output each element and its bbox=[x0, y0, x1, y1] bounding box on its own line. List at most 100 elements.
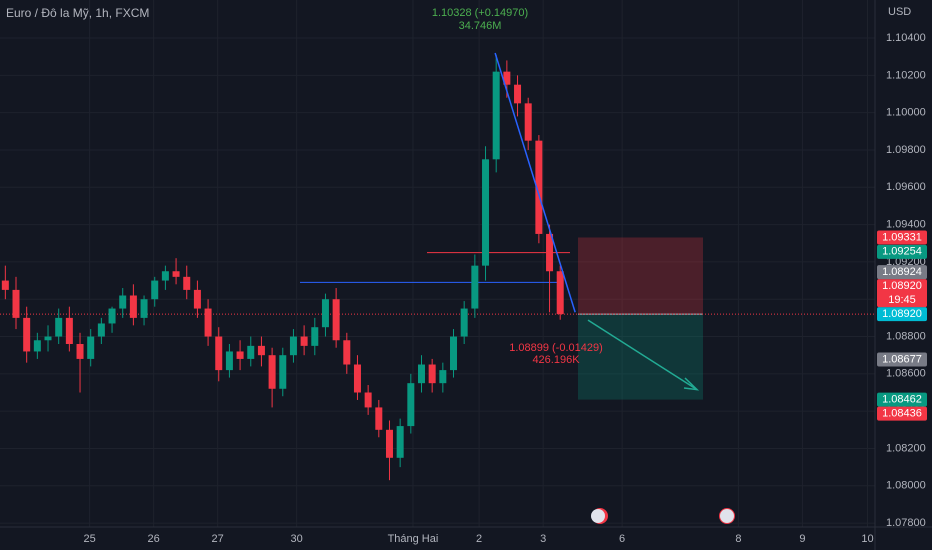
x-tick-label: 6 bbox=[619, 533, 625, 545]
y-tick-label: 1.10000 bbox=[886, 107, 926, 119]
candle-body bbox=[289, 336, 297, 356]
y-tick-label: 1.08800 bbox=[886, 330, 926, 342]
countdown: 19:45 bbox=[888, 294, 916, 306]
candle-body bbox=[353, 364, 361, 393]
x-tick-label: 27 bbox=[212, 533, 224, 545]
candle-body bbox=[311, 327, 319, 346]
candle-body bbox=[97, 323, 105, 337]
candle-body bbox=[236, 351, 244, 359]
candle-body bbox=[12, 289, 20, 318]
price-label bbox=[877, 279, 927, 308]
candle-body bbox=[172, 271, 180, 277]
price-label-text: 1.08677 bbox=[882, 353, 922, 365]
price-label-text: 1.08462 bbox=[882, 393, 922, 405]
candle-body bbox=[33, 340, 41, 352]
x-tick-label: 8 bbox=[735, 533, 741, 545]
price-label-text: 1.09331 bbox=[882, 231, 922, 243]
arrow-head bbox=[683, 377, 700, 391]
y-tick-label: 1.08000 bbox=[886, 480, 926, 492]
candle-body bbox=[225, 351, 233, 371]
low-annotation: 426.196K bbox=[532, 354, 580, 366]
y-tick-label: 1.09800 bbox=[886, 144, 926, 156]
candle-body bbox=[460, 308, 468, 337]
chart-title: Euro / Đô la Mỹ, 1h, FXCM bbox=[6, 6, 149, 20]
candle-body bbox=[108, 308, 116, 324]
price-label bbox=[877, 406, 927, 421]
candle-body bbox=[76, 343, 84, 359]
candle-body bbox=[417, 364, 425, 384]
candle-body bbox=[247, 345, 255, 359]
candle-body bbox=[119, 295, 127, 309]
price-label-text: 1.08436 bbox=[882, 407, 922, 419]
candle-body bbox=[204, 308, 212, 337]
y-tick-label: 1.08600 bbox=[886, 368, 926, 380]
candle-body bbox=[428, 364, 436, 384]
x-tick-label: 2 bbox=[476, 533, 482, 545]
candle-body bbox=[257, 345, 265, 356]
candle-body bbox=[1, 280, 9, 290]
candle-body bbox=[300, 336, 308, 346]
candle-body bbox=[385, 429, 393, 458]
candle-body bbox=[193, 289, 201, 309]
x-tick-label: 30 bbox=[291, 533, 303, 545]
candle-body bbox=[503, 71, 511, 85]
candle-body bbox=[268, 355, 276, 389]
candle-body bbox=[140, 299, 148, 318]
candle-body bbox=[44, 336, 52, 341]
event-icon[interactable] bbox=[719, 508, 735, 524]
candle-body bbox=[161, 271, 169, 281]
candle-body bbox=[87, 336, 95, 359]
x-tick-label: 3 bbox=[540, 533, 546, 545]
event-icon[interactable] bbox=[591, 508, 608, 524]
price-label-text: 1.08920 bbox=[882, 308, 922, 320]
price-label bbox=[877, 230, 927, 245]
price-label-text: 1.08920 bbox=[882, 280, 922, 292]
x-tick-label: 9 bbox=[799, 533, 805, 545]
candle-body bbox=[524, 103, 532, 141]
candle-body bbox=[129, 295, 137, 318]
candle-body bbox=[332, 299, 340, 341]
candle-body bbox=[492, 71, 500, 160]
candle-body bbox=[343, 340, 351, 365]
candle-body bbox=[439, 370, 447, 384]
trendline bbox=[494, 52, 576, 313]
price-label bbox=[877, 265, 927, 280]
high-annotation: 34.746M bbox=[459, 20, 502, 32]
candle-body bbox=[471, 265, 479, 309]
price-label-text: 1.09254 bbox=[882, 246, 922, 258]
price-label-text: 1.08924 bbox=[882, 266, 922, 278]
candle-body bbox=[407, 383, 415, 427]
target-zone bbox=[578, 314, 703, 400]
x-tick-label: 10 bbox=[861, 533, 873, 545]
y-tick-label: 1.08200 bbox=[886, 442, 926, 454]
candle-body bbox=[151, 280, 159, 300]
stop-zone bbox=[578, 237, 703, 315]
y-tick-label: 1.09600 bbox=[886, 181, 926, 193]
candle-body bbox=[279, 355, 287, 389]
price-label bbox=[877, 307, 927, 322]
price-label bbox=[877, 392, 927, 407]
y-tick-label: 1.10400 bbox=[886, 32, 926, 44]
price-label bbox=[877, 244, 927, 259]
candle-body bbox=[183, 276, 191, 290]
candle-body bbox=[535, 140, 543, 234]
low-annotation: 1.08899 (-0.01429) bbox=[509, 342, 603, 354]
x-tick-label: 25 bbox=[84, 533, 96, 545]
candle-body bbox=[514, 84, 522, 104]
candle-body bbox=[364, 392, 372, 408]
high-annotation: 1.10328 (+0.14970) bbox=[432, 7, 528, 19]
candle-body bbox=[55, 317, 63, 337]
candle-body bbox=[321, 299, 329, 328]
candle-body bbox=[375, 407, 383, 430]
candle-body bbox=[482, 159, 490, 266]
y-tick-label: 1.07800 bbox=[886, 517, 926, 529]
candle-body bbox=[215, 336, 223, 371]
x-tick-label: 26 bbox=[148, 533, 160, 545]
candle-body bbox=[23, 317, 31, 352]
y-tick-label: 1.09400 bbox=[886, 219, 926, 231]
candle-body bbox=[556, 271, 564, 315]
candle-body bbox=[546, 233, 554, 272]
candle-body bbox=[450, 336, 458, 371]
candle-body bbox=[396, 426, 404, 458]
